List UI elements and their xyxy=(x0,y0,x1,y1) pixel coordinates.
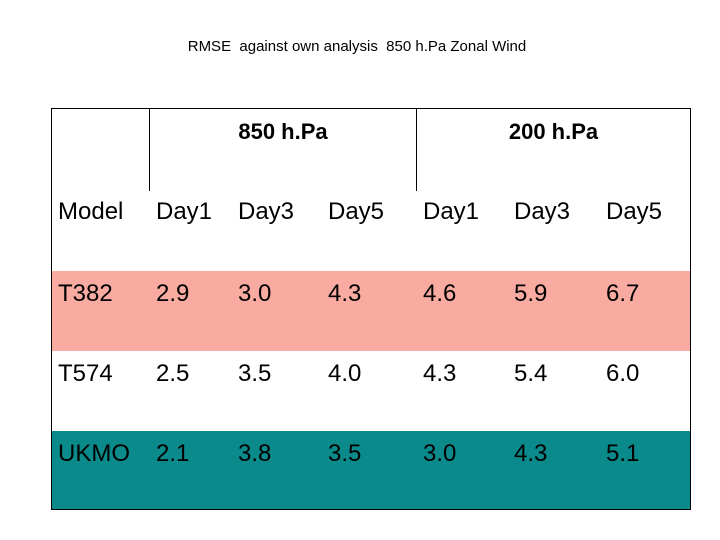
value-cell: 2.1 xyxy=(156,440,190,467)
group-header-850: 850 h.Pa xyxy=(150,109,417,191)
value-cell: 5.1 xyxy=(606,440,640,467)
table-row: T382 2.9 3.0 4.3 4.6 5.9 6.7 xyxy=(52,271,690,351)
table-row: UKMO 2.1 3.8 3.5 3.0 4.3 5.1 xyxy=(52,431,690,509)
value-cell: 4.0 xyxy=(328,360,362,387)
value-cell: 4.3 xyxy=(514,440,548,467)
value-cell: 4.3 xyxy=(328,280,362,307)
column-header-850-day1: Day1 xyxy=(156,198,213,225)
column-header-200-day3: Day3 xyxy=(514,198,571,225)
rmse-table: 850 h.Pa 200 h.Pa Model Day1 Day3 Day5 D… xyxy=(51,108,691,510)
column-header-row: Model Day1 Day3 Day5 Day1 Day3 Day5 xyxy=(52,191,690,271)
value-cell: 3.5 xyxy=(238,360,272,387)
empty-header-cell xyxy=(52,109,150,191)
value-cell: 3.8 xyxy=(238,440,272,467)
column-header-200-day5: Day5 xyxy=(606,198,663,225)
column-header-850-day5: Day5 xyxy=(328,198,385,225)
value-cell: 3.0 xyxy=(423,440,457,467)
value-cell: 3.0 xyxy=(238,280,272,307)
value-cell: 6.7 xyxy=(606,280,640,307)
value-cell: 6.0 xyxy=(606,360,640,387)
model-name: T382 xyxy=(58,280,113,307)
slide-title: RMSE against own analysis 850 h.Pa Zonal… xyxy=(187,38,527,55)
table-row: T574 2.5 3.5 4.0 4.3 5.4 6.0 xyxy=(52,351,690,431)
value-cell: 2.9 xyxy=(156,280,190,307)
model-name: UKMO xyxy=(58,440,130,467)
model-name: T574 xyxy=(58,360,113,387)
column-header-model: Model xyxy=(58,198,124,225)
group-header-row: 850 h.Pa 200 h.Pa xyxy=(52,109,690,191)
value-cell: 4.3 xyxy=(423,360,457,387)
column-header-200-day1: Day1 xyxy=(423,198,480,225)
value-cell: 3.5 xyxy=(328,440,362,467)
value-cell: 5.4 xyxy=(514,360,548,387)
value-cell: 5.9 xyxy=(514,280,548,307)
column-header-850-day3: Day3 xyxy=(238,198,295,225)
group-header-200: 200 h.Pa xyxy=(508,119,599,144)
value-cell: 2.5 xyxy=(156,360,190,387)
value-cell: 4.6 xyxy=(423,280,457,307)
